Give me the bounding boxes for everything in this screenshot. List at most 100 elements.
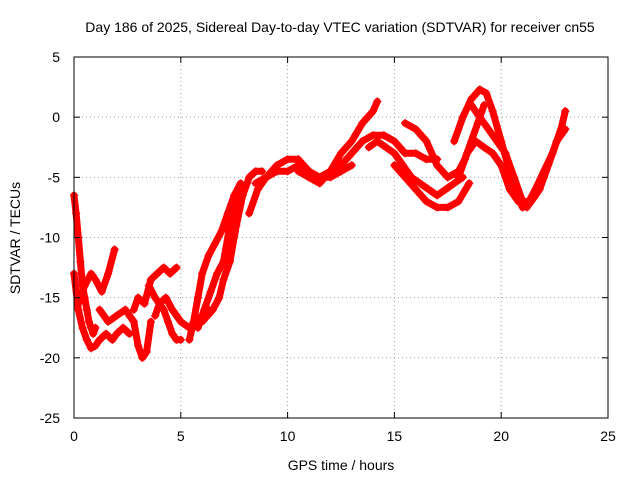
y-tick-label: -15 <box>40 290 60 306</box>
data-point <box>95 305 104 314</box>
y-tick-label: 0 <box>52 109 60 125</box>
data-point <box>151 293 160 302</box>
data-point <box>91 323 100 332</box>
data-point <box>76 257 85 266</box>
series-arc-5-markers <box>129 263 181 314</box>
data-point <box>151 311 160 320</box>
data-point <box>475 85 484 94</box>
data-point <box>482 89 491 98</box>
data-point <box>398 161 407 170</box>
data-point <box>401 173 410 182</box>
data-point <box>463 149 472 158</box>
series-arc-15-markers <box>390 161 474 212</box>
data-point <box>381 143 390 152</box>
data-point <box>72 209 81 218</box>
data-point <box>146 275 155 284</box>
data-point <box>213 269 222 278</box>
y-tick-labels: -25 -20 -15 -10 -5 0 5 <box>40 49 60 426</box>
data-point <box>245 209 254 218</box>
data-point <box>369 131 378 140</box>
data-point <box>204 251 213 260</box>
data-point <box>501 149 510 158</box>
data-point <box>134 341 143 350</box>
chart-title: Day 186 of 2025, Sidereal Day-to-day VTE… <box>85 19 595 35</box>
data-point <box>433 161 442 170</box>
data-point <box>315 173 324 182</box>
data-point <box>441 185 450 194</box>
data-point <box>416 179 425 188</box>
data-point <box>253 185 262 194</box>
data-point <box>505 185 514 194</box>
data-point <box>225 257 234 266</box>
data-point <box>484 125 493 134</box>
series-arc-9-markers <box>193 185 247 332</box>
data-point <box>401 119 410 128</box>
data-point <box>166 269 175 278</box>
y-tick-label: -5 <box>48 169 61 185</box>
data-point <box>358 137 367 146</box>
data-point <box>159 305 168 314</box>
data-point <box>189 317 198 326</box>
data-point <box>422 137 431 146</box>
data-point <box>411 149 420 158</box>
data-point <box>95 335 104 344</box>
data-point <box>518 197 527 206</box>
data-point <box>257 167 266 176</box>
data-point <box>251 179 260 188</box>
data-point <box>87 344 96 353</box>
data-point <box>471 137 480 146</box>
data-point <box>102 329 111 338</box>
data-point <box>219 275 228 284</box>
data-point <box>208 305 217 314</box>
y-axis-label: SDTVAR / TECUs <box>7 182 23 294</box>
series-arc-16 <box>401 101 488 181</box>
data-point <box>450 179 459 188</box>
data-point <box>200 305 209 314</box>
data-point <box>561 107 570 116</box>
data-point <box>262 173 271 182</box>
data-point <box>488 149 497 158</box>
data-point <box>185 335 194 344</box>
data-point <box>488 107 497 116</box>
series-arc-15 <box>390 161 473 211</box>
data-point <box>176 317 185 326</box>
data-point <box>364 143 373 152</box>
data-point <box>358 119 367 128</box>
data-point <box>390 137 399 146</box>
x-tick-label: 5 <box>177 428 185 444</box>
series-arc-3-markers <box>74 245 119 308</box>
grid <box>74 57 608 418</box>
data-point <box>176 335 185 344</box>
data-point <box>198 269 207 278</box>
data-point <box>443 173 452 182</box>
data-point <box>458 113 467 122</box>
x-tick-labels: 0 5 10 15 20 25 <box>70 428 616 444</box>
data-point <box>245 173 254 182</box>
data-point <box>206 287 215 296</box>
data-point <box>82 335 91 344</box>
data-traces <box>70 85 570 362</box>
data-point <box>347 149 356 158</box>
data-point <box>232 221 241 230</box>
data-point <box>155 299 164 308</box>
data-point <box>91 341 100 350</box>
series-arc-19 <box>467 101 569 205</box>
data-point <box>82 305 91 314</box>
data-point <box>411 125 420 134</box>
data-point <box>422 197 431 206</box>
data-point <box>89 329 98 338</box>
data-point <box>552 137 561 146</box>
series-arc-4-markers <box>95 305 155 362</box>
data-point <box>108 335 117 344</box>
data-point <box>217 227 226 236</box>
y-tick-label: -25 <box>40 410 60 426</box>
data-point <box>142 347 151 356</box>
data-point <box>238 191 247 200</box>
x-tick-label: 0 <box>70 428 78 444</box>
data-point <box>97 287 106 296</box>
data-point <box>390 161 399 170</box>
series-arc-8 <box>185 179 245 344</box>
data-point <box>422 155 431 164</box>
data-point <box>91 275 100 284</box>
